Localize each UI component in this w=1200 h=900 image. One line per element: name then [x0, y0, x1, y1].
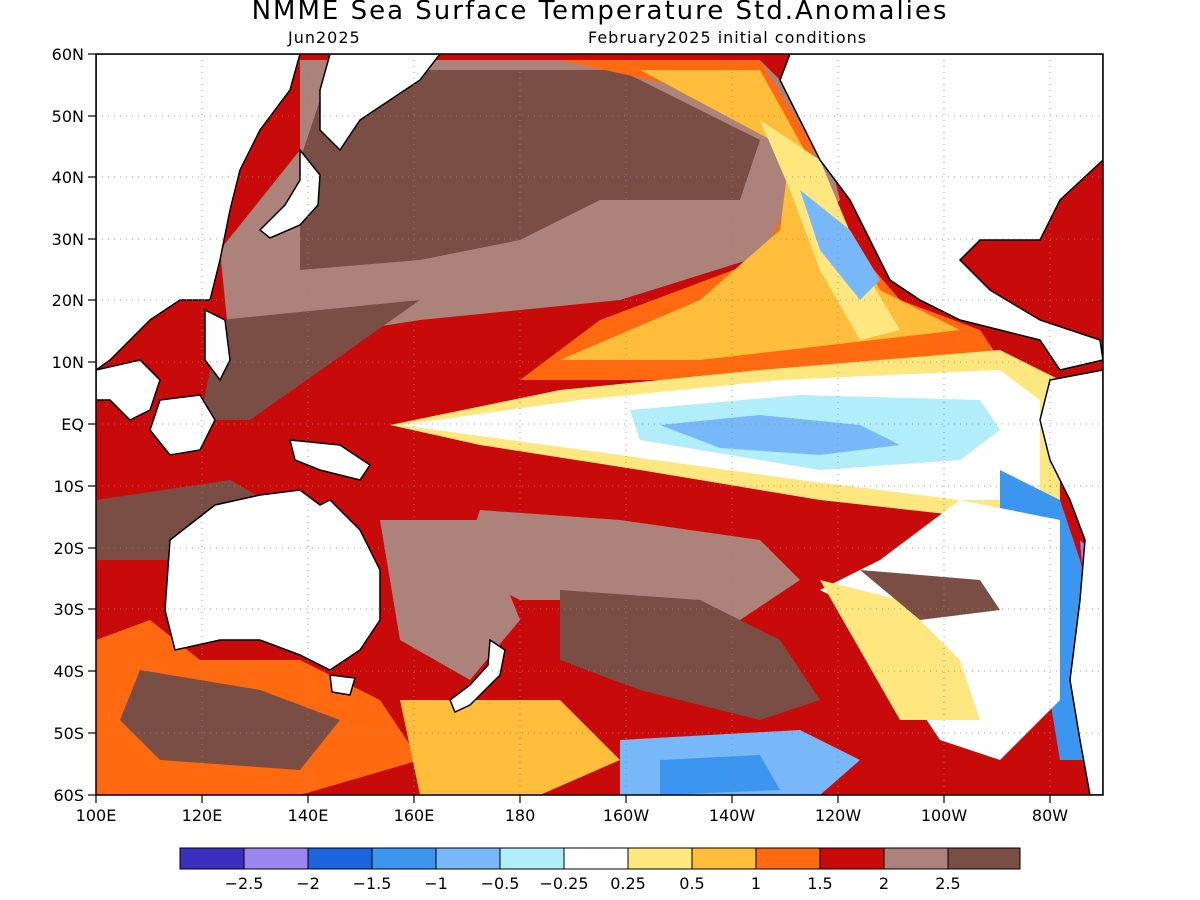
north-america-landmass — [779, 54, 1103, 371]
lon-label: 100W — [921, 806, 968, 825]
japan-landmass — [258, 147, 321, 239]
lon-label: 80W — [1032, 806, 1068, 825]
colorbar-swatch — [563, 847, 629, 870]
colorbar-swatch — [371, 847, 437, 870]
colorbar-label: −2.5 — [225, 874, 264, 893]
colorbar-label: −2 — [296, 874, 320, 893]
colorbar-label: 2 — [879, 874, 889, 893]
lat-label: 10N — [52, 353, 84, 372]
colorbar-label: 0.5 — [679, 874, 704, 893]
colorbar-swatch — [179, 847, 245, 870]
borneo-landmass — [149, 394, 216, 456]
lon-label: 160W — [603, 806, 650, 825]
colorbar-swatch — [627, 847, 693, 870]
lat-label: 20N — [52, 291, 84, 310]
colorbar-label: 2.5 — [935, 874, 960, 893]
colorbar-label: 0.25 — [610, 874, 646, 893]
latitude-labels: 60N 50N 40N 30N 20N 10N EQ 10S 20S 30S 4… — [52, 45, 84, 805]
lon-label: 160E — [394, 806, 435, 825]
lon-label: 140E — [288, 806, 329, 825]
lat-label: 50S — [53, 724, 84, 743]
lat-label: 60S — [53, 786, 84, 805]
colorbar-label: 1.5 — [807, 874, 832, 893]
forecast-month: Jun2025 — [288, 28, 361, 47]
lon-label: 180 — [505, 806, 536, 825]
lon-label: 100E — [76, 806, 117, 825]
kamchatka-landmass — [319, 54, 441, 152]
colorbar-swatch — [947, 847, 1021, 870]
colorbar-swatch — [307, 847, 373, 870]
colorbar-swatch — [819, 847, 885, 870]
colorbar-swatch — [755, 847, 821, 870]
colorbar-label: −0.5 — [481, 874, 520, 893]
tick-marks — [88, 53, 1051, 803]
colorbar-label: −0.25 — [539, 874, 588, 893]
lat-label: 50N — [52, 107, 84, 126]
lat-label: EQ — [61, 415, 84, 434]
colorbar-swatch — [435, 847, 501, 870]
lon-label: 140W — [709, 806, 756, 825]
asia-landmass — [96, 54, 301, 371]
colorbar-swatch — [243, 847, 309, 870]
longitude-labels: 100E 120E 140E 160E 180 160W 140W 120W 1… — [76, 806, 1069, 825]
indochina-landmass — [96, 359, 161, 421]
colorbar-label: 1 — [751, 874, 761, 893]
australia-landmass — [164, 489, 381, 671]
lat-label: 40S — [53, 662, 84, 681]
lat-label: 40N — [52, 168, 84, 187]
new-guinea-landmass — [289, 439, 372, 481]
land — [96, 54, 1103, 795]
chart-title: NMME Sea Surface Temperature Std.Anomali… — [251, 0, 949, 26]
colorbar-swatch — [883, 847, 949, 870]
colorbar-label: −1 — [424, 874, 448, 893]
initial-conditions: February2025 initial conditions — [588, 28, 868, 47]
lon-label: 120W — [815, 806, 862, 825]
lat-label: 30S — [53, 600, 84, 619]
colorbar-swatch — [499, 847, 565, 870]
lat-label: 20S — [53, 539, 84, 558]
lat-label: 60N — [52, 45, 84, 64]
philippines-landmass — [204, 308, 231, 382]
lat-label: 10S — [53, 477, 84, 496]
tasmania-landmass — [329, 674, 356, 696]
lon-label: 120E — [182, 806, 223, 825]
south-america-landmass — [1039, 369, 1103, 795]
colorbar-label: −1.5 — [353, 874, 392, 893]
new-zealand-landmass — [449, 638, 506, 714]
colorbar: −2.5 −2 −1.5 −1 −0.5 −0.25 0.25 0.5 1 1.… — [179, 847, 1021, 893]
lat-label: 30N — [52, 230, 84, 249]
colorbar-swatch — [691, 847, 757, 870]
